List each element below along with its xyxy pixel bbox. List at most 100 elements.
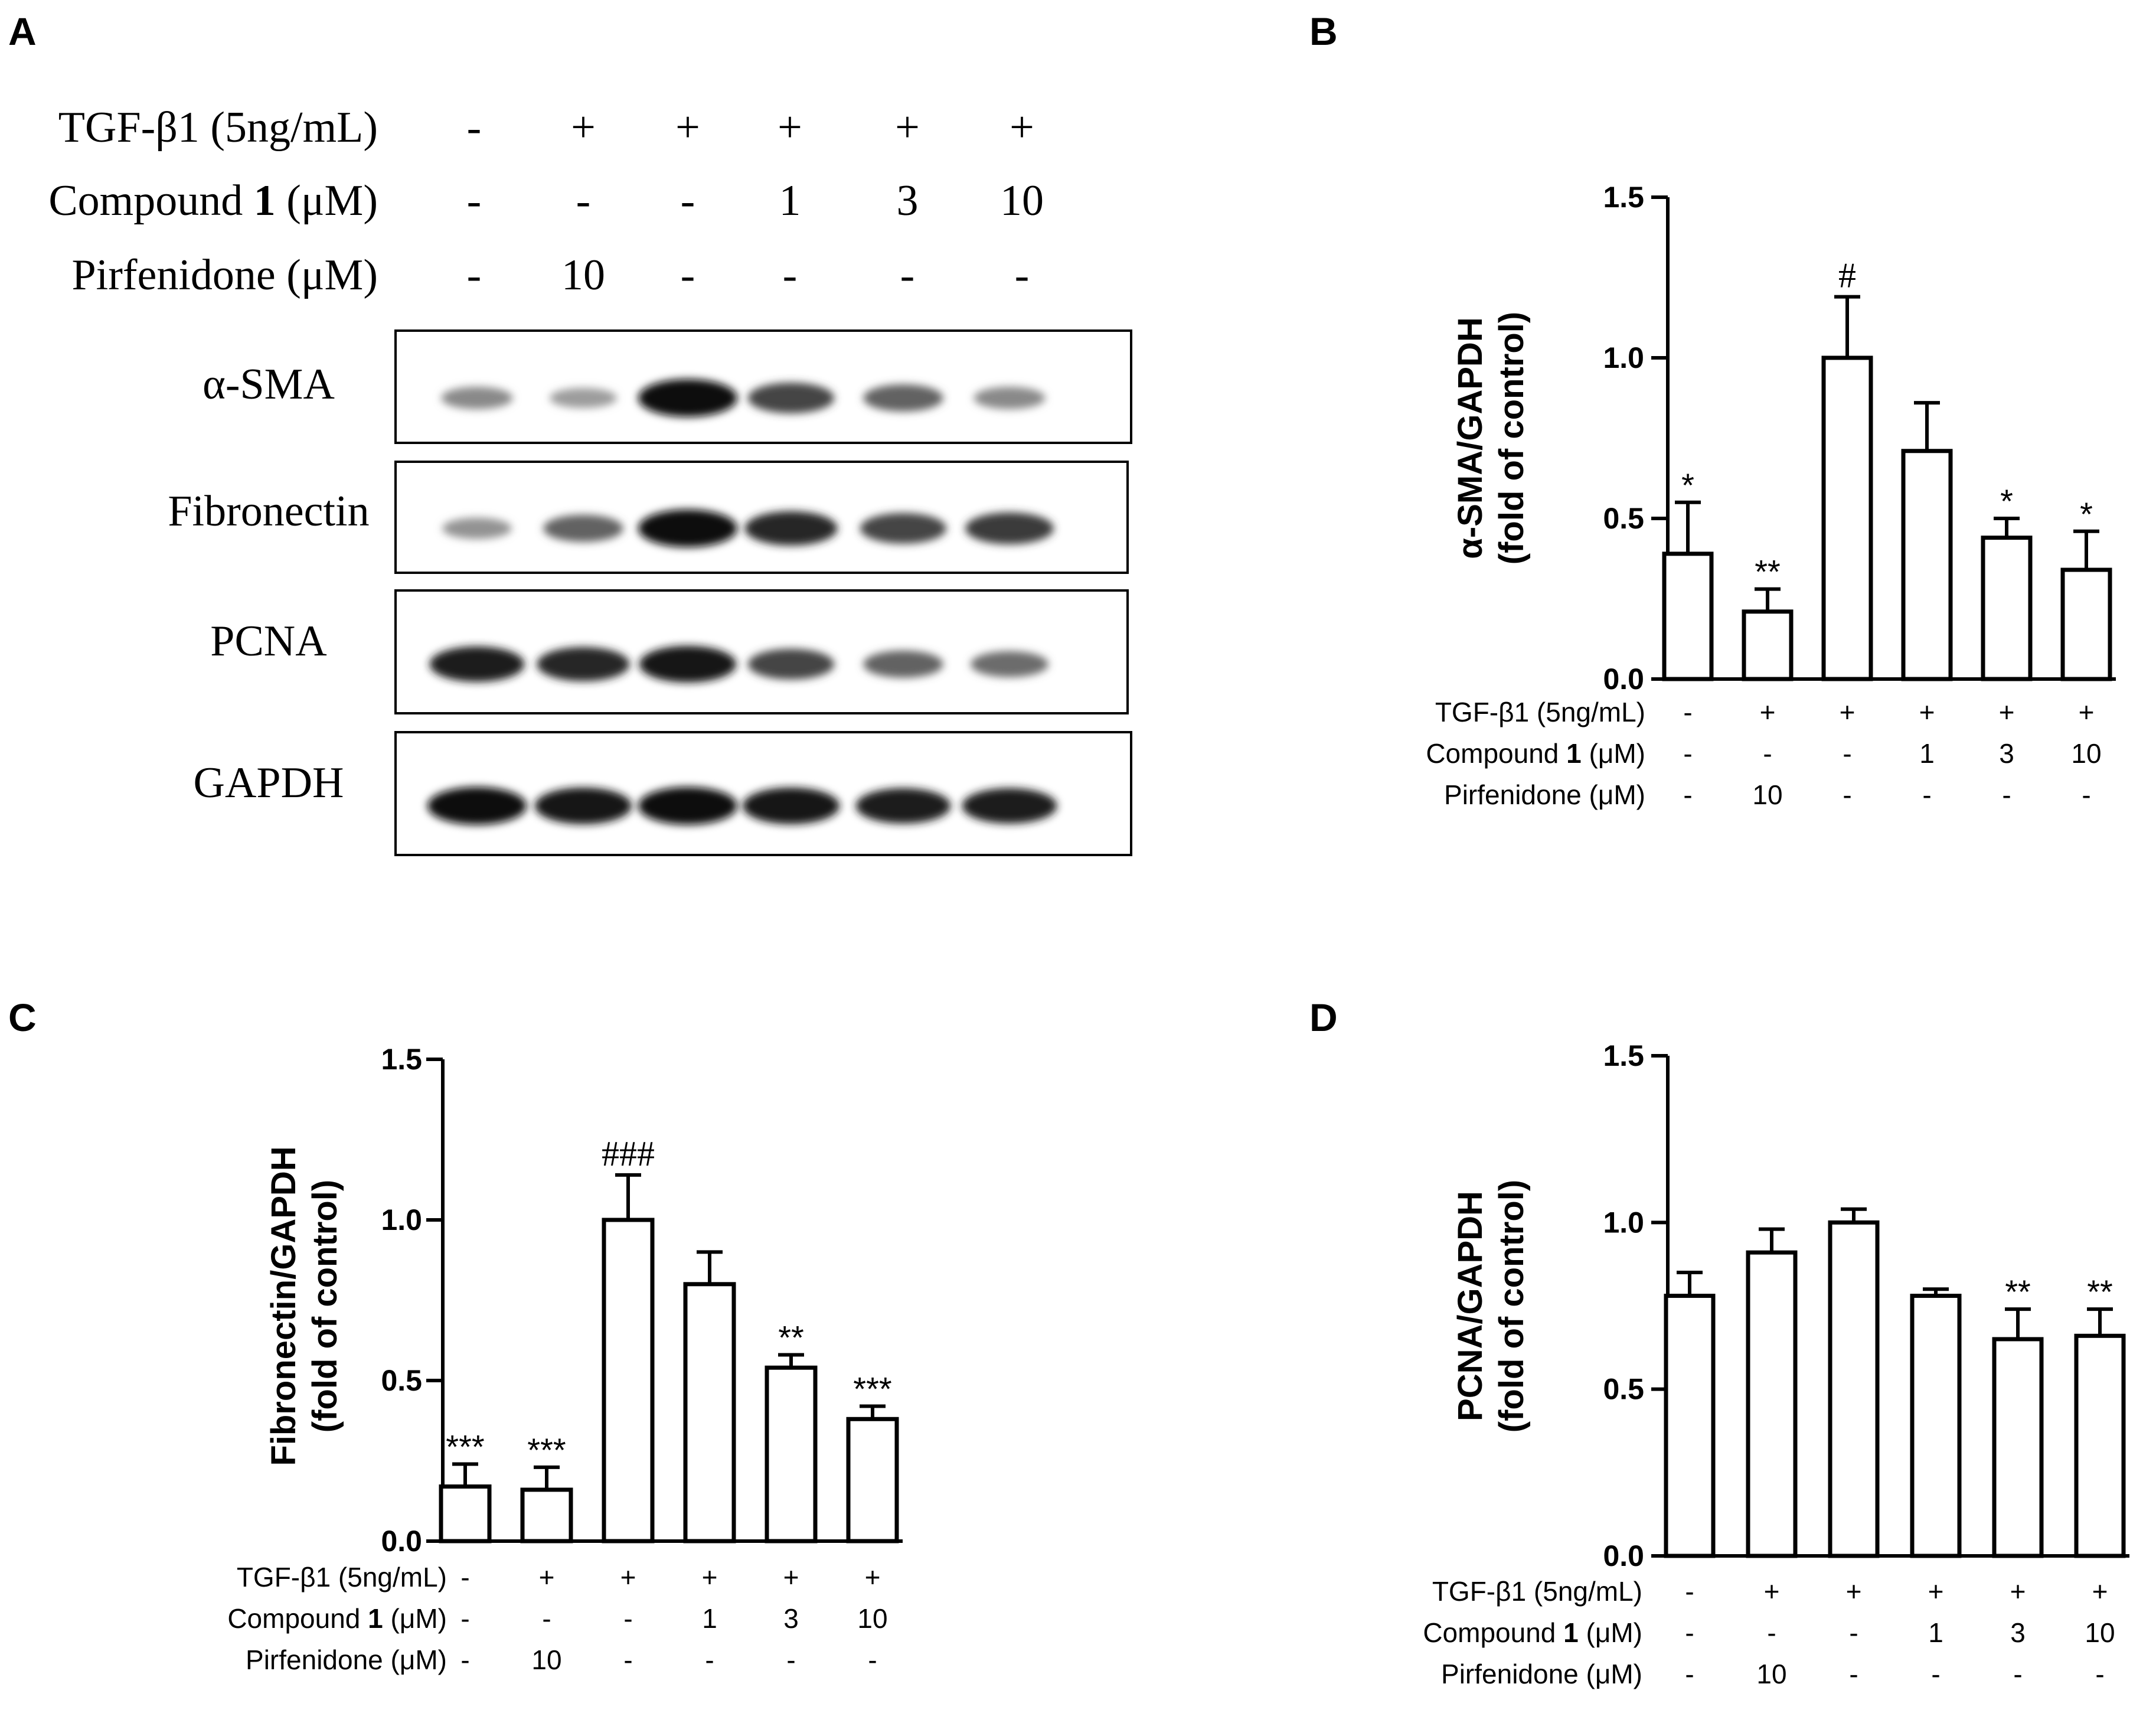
panel-b-condition-tgf-lane-3: + (1840, 697, 1856, 727)
panel-b-row-label-tgf: TGF-β1 (5ng/mL) (1435, 697, 1645, 727)
panel-c-row-label-compound: Compound 1 (μM) (227, 1603, 447, 1634)
panel-a-condition-tgf-lane-3: + (675, 103, 700, 152)
panel-c-condition-compound-lane-5: 3 (783, 1603, 799, 1634)
panel-a-band-label-pcna: PCNA (210, 617, 326, 665)
panel-a-band-label-alpha-sma: α-SMA (202, 360, 335, 409)
panel-d-condition-pirfenidone-lane-4: - (1931, 1659, 1940, 1689)
panel-d-condition-pirfenidone-lane-6: - (2095, 1659, 2104, 1689)
panel-b-significance-label-3: # (1838, 256, 1856, 295)
panel-a-band-gapdh-lane-3 (638, 787, 737, 825)
panel-c-row-label-compound-compound-number: 1 (368, 1603, 383, 1634)
panel-b-condition-pirfenidone-lane-5: - (2002, 779, 2011, 810)
panel-a-band-pcna-lane-1 (429, 646, 525, 682)
panel-c-condition-tgf-lane-5: + (783, 1562, 799, 1592)
panel-d-condition-compound-lane-2: - (1767, 1617, 1776, 1648)
panel-letter-d: D (1309, 996, 1338, 1039)
panel-d-y-tick-label: 1.0 (1603, 1206, 1644, 1239)
panel-d-condition-tgf-lane-6: + (2092, 1576, 2108, 1607)
panel-b-y-tick-label: 1.0 (1603, 341, 1644, 374)
panel-c-row-label-tgf-text: TGF-β1 (5ng/mL) (237, 1562, 447, 1592)
panel-d-condition-pirfenidone-lane-1: - (1685, 1659, 1694, 1689)
panel-b-condition-pirfenidone-lane-2: 10 (1752, 779, 1782, 810)
panel-a-condition-compound-lane-2: - (576, 177, 591, 225)
panel-d-bar-4 (1910, 1294, 1962, 1558)
panel-b-row-label-tgf-text: TGF-β1 (5ng/mL) (1435, 697, 1645, 727)
panel-b-condition-tgf-lane-6: + (2079, 697, 2095, 727)
panel-d-condition-compound-lane-1: - (1685, 1617, 1694, 1648)
panel-a-band-pcna-lane-4 (747, 648, 835, 680)
panel-b-condition-tgf-lane-2: + (1760, 697, 1776, 727)
panel-a-band-pcna-lane-6 (971, 651, 1048, 677)
panel-letter-c: C (8, 996, 37, 1039)
panel-b-condition-pirfenidone-lane-6: - (2082, 779, 2090, 810)
panel-b-condition-tgf-lane-1: - (1683, 697, 1692, 727)
panel-a-condition-pirfenidone-lane-2: 10 (561, 251, 605, 299)
panel-a-condition-compound-lane-1: - (467, 177, 482, 225)
panel-c-significance-label-1: *** (446, 1428, 484, 1465)
panel-c-y-tick-label: 1.0 (381, 1203, 422, 1236)
panel-c-bar-3 (602, 1218, 655, 1543)
panel-d-row-label-tgf: TGF-β1 (5ng/mL) (1432, 1576, 1642, 1607)
panel-d-condition-tgf-lane-5: + (2010, 1576, 2026, 1607)
panel-c-significance-label-3: ### (602, 1134, 655, 1173)
panel-b-y-tick-label: 0.0 (1603, 663, 1644, 696)
panel-c-row-label-tgf: TGF-β1 (5ng/mL) (237, 1562, 447, 1592)
panel-d-y-tick-label: 1.5 (1603, 1039, 1644, 1072)
panel-b-bar-4 (1901, 449, 1953, 681)
panel-b-condition-tgf-lane-5: + (1999, 697, 2015, 727)
panel-a-condition-pirfenidone-lane-6: - (1015, 251, 1030, 299)
panel-d-condition-tgf-lane-1: - (1685, 1576, 1694, 1607)
panel-a-band-label-fibronectin: Fibronectin (168, 487, 369, 536)
panel-c-condition-tgf-lane-6: + (865, 1562, 881, 1592)
panel-c-condition-compound-lane-1: - (460, 1603, 469, 1634)
panel-d-row-label-compound-compound-number: 1 (1563, 1617, 1579, 1648)
panel-b-row-label-compound-unit: (μM) (1582, 738, 1645, 769)
panel-a-band-gapdh-lane-2 (534, 787, 632, 824)
panel-a-row-label-compound-compound-number: 1 (254, 177, 276, 225)
panel-a-row-label-tgf-text: TGF-β1 (5ng/mL) (58, 103, 378, 152)
panel-a-row-label-compound-prefix: Compound (48, 177, 253, 225)
panel-b-y-tick-label: 0.5 (1603, 502, 1644, 535)
panel-d-y-axis-label-line-1: PCNA/GAPDH (1451, 1191, 1489, 1421)
panel-b-row-label-compound-prefix: Compound (1426, 738, 1566, 769)
panel-d-bar-6 (2074, 1333, 2126, 1558)
panel-a-band-pcna-lane-2 (537, 647, 630, 681)
panel-c-significance-label-2: *** (527, 1431, 566, 1468)
panel-a-condition-pirfenidone-lane-1: - (467, 251, 482, 299)
panel-a-western-blot: TGF-β1 (5ng/mL) - + + + + + Compound 1 (μM) - - - 1… (48, 103, 1132, 856)
panel-d-row-label-tgf-text: TGF-β1 (5ng/mL) (1432, 1576, 1642, 1607)
panel-b-condition-pirfenidone-lane-1: - (1683, 779, 1692, 810)
panel-c-significance-label-5: ** (778, 1319, 804, 1356)
panel-a-band-alpha-sma-lane-5 (863, 384, 943, 412)
panel-b-condition-compound-lane-1: - (1683, 738, 1692, 769)
panel-a-row-label-pirfenidone: Pirfenidone (μM) (71, 251, 378, 299)
panel-a-band-alpha-sma-lane-2 (550, 388, 617, 408)
panel-a-blot-images: α-SMA Fibronectin PCNA GAPDH (168, 329, 1132, 856)
panel-c-bar-2 (520, 1487, 573, 1543)
panel-c-y-axis-label-line-2: (fold of control) (306, 1180, 344, 1432)
panel-c-y-tick-label: 1.5 (381, 1043, 422, 1076)
panel-c-condition-pirfenidone-lane-5: - (786, 1644, 795, 1675)
panel-c-condition-tgf-lane-4: + (702, 1562, 718, 1592)
panel-a-band-fibronectin-lane-4 (744, 511, 838, 546)
panel-b-bar-2 (1742, 609, 1794, 681)
panel-b-bar-6 (2060, 567, 2112, 681)
panel-c-bar-4 (683, 1282, 736, 1543)
panel-c-condition-compound-lane-2: - (542, 1603, 551, 1634)
panel-a-condition-tgf-lane-6: + (1010, 103, 1034, 152)
panel-a-condition-compound-lane-6: 10 (1000, 177, 1044, 225)
panel-b-condition-compound-lane-4: 1 (1919, 738, 1935, 769)
panel-d-condition-tgf-lane-2: + (1764, 1576, 1780, 1607)
panel-letter-a: A (8, 9, 37, 53)
panel-a-row-label-compound-unit: (μM) (276, 177, 378, 225)
panel-d-bar-1 (1664, 1294, 1716, 1558)
panel-a-condition-pirfenidone-lane-3: - (681, 251, 695, 299)
panel-d-condition-pirfenidone-lane-2: 10 (1756, 1659, 1786, 1689)
panel-c-condition-tgf-lane-1: - (460, 1562, 469, 1592)
panel-letter-b: B (1309, 9, 1338, 53)
panel-a-condition-table: TGF-β1 (5ng/mL) - + + + + + Compound 1 (μM) - - - 1… (48, 103, 1044, 299)
panel-c-condition-compound-lane-4: 1 (702, 1603, 717, 1634)
panel-b-condition-compound-lane-3: - (1843, 738, 1851, 769)
panel-a-condition-tgf-lane-1: - (467, 103, 482, 152)
panel-c-bar-6 (846, 1417, 899, 1543)
